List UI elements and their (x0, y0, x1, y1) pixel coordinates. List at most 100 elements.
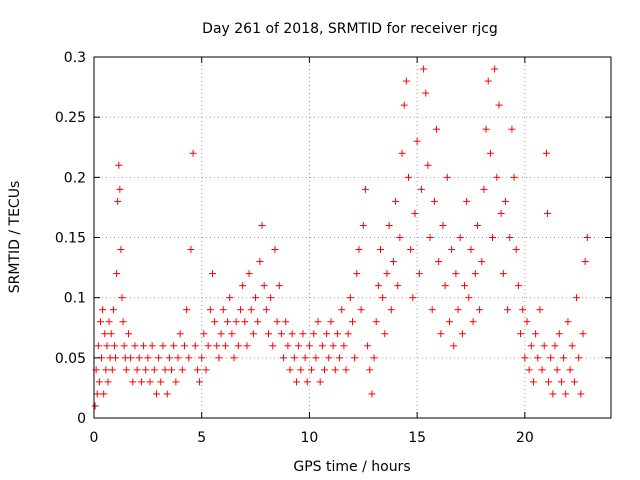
data-point (504, 306, 512, 314)
data-point (116, 185, 124, 193)
data-point (180, 342, 188, 350)
data-point (249, 330, 257, 338)
data-point (117, 246, 125, 254)
data-point (372, 318, 380, 326)
data-point (200, 330, 208, 338)
data-point (215, 354, 223, 362)
data-point (135, 354, 143, 362)
data-point (357, 306, 365, 314)
data-point (115, 161, 123, 169)
data-point (103, 342, 111, 350)
data-point (458, 330, 466, 338)
data-point (514, 282, 522, 290)
data-point (230, 354, 238, 362)
data-point (110, 342, 118, 350)
data-point (120, 342, 128, 350)
data-point (478, 258, 486, 266)
data-point (374, 282, 382, 290)
data-point (336, 354, 344, 362)
data-point (273, 318, 281, 326)
x-tick-label: 15 (408, 430, 426, 446)
data-point (568, 342, 576, 350)
data-point (389, 258, 397, 266)
data-point (107, 330, 115, 338)
x-tick-label: 5 (197, 430, 206, 446)
data-point (445, 318, 453, 326)
data-point (122, 366, 130, 374)
data-point (402, 77, 410, 85)
data-point (364, 342, 372, 350)
data-point (581, 258, 589, 266)
data-point (211, 318, 219, 326)
data-point (355, 246, 363, 254)
data-point (349, 318, 356, 326)
data-point (217, 330, 225, 338)
data-point (133, 366, 141, 374)
data-point (157, 378, 165, 386)
data-point (493, 173, 501, 181)
data-point (282, 318, 290, 326)
data-point (99, 306, 107, 314)
data-point (566, 366, 574, 374)
data-point (269, 342, 277, 350)
data-point (532, 330, 540, 338)
data-point (452, 270, 460, 278)
data-points (91, 65, 591, 410)
data-point (129, 378, 137, 386)
data-point (420, 65, 428, 73)
data-point (379, 294, 387, 302)
x-tick-label: 10 (301, 430, 319, 446)
data-point (381, 330, 389, 338)
data-point (529, 378, 537, 386)
data-point (553, 366, 561, 374)
y-tick-label: 0.2 (64, 170, 86, 186)
data-point (517, 330, 525, 338)
data-point (547, 354, 555, 362)
data-point (413, 137, 421, 145)
data-point (542, 149, 550, 157)
data-point (411, 209, 419, 217)
data-point (280, 354, 288, 362)
data-point (476, 306, 484, 314)
data-point (331, 366, 339, 374)
data-point (499, 270, 507, 278)
data-point (377, 246, 385, 254)
data-point (185, 354, 193, 362)
data-point (101, 330, 109, 338)
data-point (428, 306, 436, 314)
data-point (303, 378, 311, 386)
data-point (450, 342, 458, 350)
y-tick-label: 0.15 (55, 231, 86, 247)
data-point (366, 366, 374, 374)
data-point (519, 306, 527, 314)
data-point (243, 342, 251, 350)
data-point (174, 354, 182, 362)
data-point (361, 185, 369, 193)
data-point (241, 318, 249, 326)
y-tick-label: 0.3 (64, 50, 86, 66)
data-point (109, 306, 117, 314)
data-point (344, 330, 352, 338)
data-point (183, 306, 191, 314)
data-point (100, 390, 108, 398)
data-point (359, 221, 367, 229)
data-point (258, 221, 266, 229)
y-tick-label: 0 (77, 411, 86, 427)
data-point (131, 342, 139, 350)
data-point (385, 221, 393, 229)
data-point (144, 354, 152, 362)
data-point (471, 270, 479, 278)
data-point (137, 378, 145, 386)
data-point (422, 89, 430, 97)
data-point (275, 282, 283, 290)
data-point (323, 330, 331, 338)
grid (94, 57, 611, 418)
y-tick-label: 0.05 (55, 351, 86, 367)
data-point (370, 354, 378, 362)
data-point (96, 318, 104, 326)
data-point (512, 246, 520, 254)
data-point (252, 294, 260, 302)
data-point (228, 330, 236, 338)
data-point (394, 282, 402, 290)
